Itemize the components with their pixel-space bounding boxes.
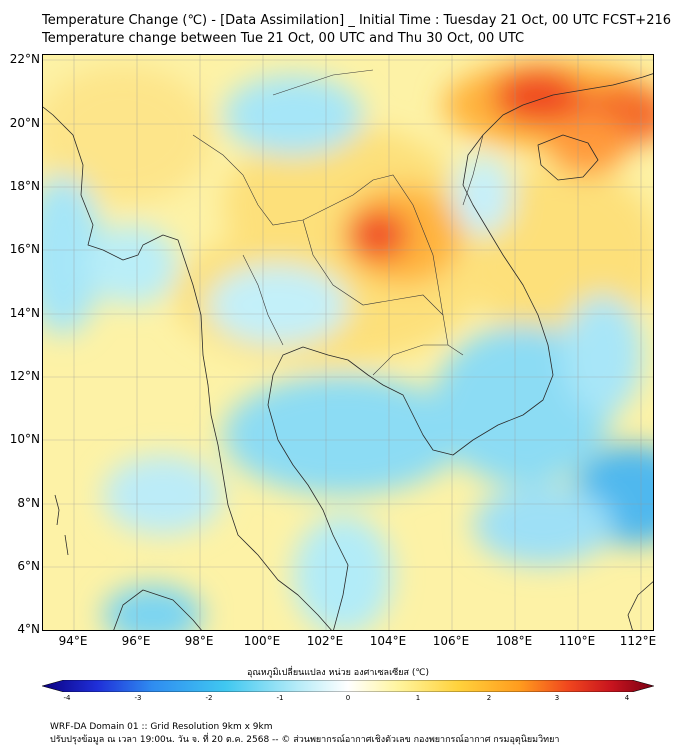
lon-label: 100°E (243, 634, 281, 648)
colorbar-tick: -2 (205, 694, 213, 702)
lat-label: 16°N (9, 242, 40, 256)
map-title: Temperature Change (℃) - [Data Assimilat… (42, 13, 672, 28)
lon-label: 108°E (495, 634, 533, 648)
lon-label: 110°E (558, 634, 596, 648)
colorbar-tick: 0 (345, 694, 351, 702)
colorbar-tick: 1 (415, 694, 421, 702)
lat-label: 10°N (9, 432, 40, 446)
lat-label: 14°N (9, 306, 40, 320)
graticule (43, 55, 653, 630)
colorbar-gradient (42, 680, 654, 692)
temperature-change-map (42, 54, 654, 631)
lat-label: 6°N (17, 559, 40, 573)
temperature-field (43, 60, 653, 630)
colorbar-tick: -3 (134, 694, 142, 702)
lon-label: 98°E (184, 634, 214, 648)
colorbar (42, 680, 654, 692)
coastlines (43, 73, 653, 630)
national-borders (192, 69, 484, 376)
lon-label: 106°E (432, 634, 470, 648)
colorbar-tick: -4 (63, 694, 71, 702)
lat-label: 18°N (9, 179, 40, 193)
colorbar-tick: 4 (624, 694, 630, 702)
lon-label: 96°E (121, 634, 151, 648)
lat-label: 20°N (9, 116, 40, 130)
lon-label: 94°E (58, 634, 88, 648)
colorbar-title: อุณหภูมิเปลี่ยนแปลง หน่วย องศาเซลเซียส (… (246, 668, 430, 678)
lon-label: 104°E (369, 634, 407, 648)
lon-label: 112°E (619, 634, 657, 648)
colorbar-tick: 2 (486, 694, 492, 702)
colorbar-tick: -1 (276, 694, 284, 702)
colorbar-tick: 3 (554, 694, 560, 702)
footer-credit: ปรับปรุงข้อมูล ณ เวลา 19:00น. วัน จ. ที่… (50, 735, 560, 745)
lat-label: 22°N (9, 52, 40, 66)
footer-model-info: WRF-DA Domain 01 :: Grid Resolution 9km … (50, 722, 273, 732)
lat-label: 4°N (17, 622, 40, 636)
lat-label: 8°N (17, 496, 40, 510)
lon-label: 102°E (306, 634, 344, 648)
lat-label: 12°N (9, 369, 40, 383)
map-subtitle: Temperature change between Tue 21 Oct, 0… (42, 31, 525, 46)
